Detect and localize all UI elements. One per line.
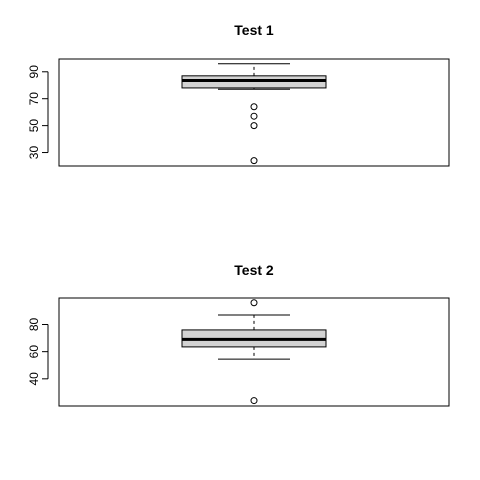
- outlier-point: [250, 157, 258, 165]
- y-tick-label: 60: [27, 345, 41, 359]
- plot-frame: [58, 58, 450, 167]
- box-marks: [181, 299, 327, 405]
- chart-title: Test 1: [234, 22, 274, 38]
- plot-frame: [58, 297, 450, 407]
- box-marks: [181, 63, 327, 165]
- outlier-point: [250, 397, 258, 405]
- chart-title: Test 2: [234, 262, 274, 278]
- outlier-point: [250, 299, 258, 307]
- outlier-point: [250, 122, 258, 130]
- y-axis: 40 60 80: [27, 317, 49, 386]
- y-tick-label: 80: [27, 317, 41, 331]
- y-axis: 30 50 70 90: [27, 65, 49, 160]
- y-tick-label: 40: [27, 372, 41, 386]
- y-tick-label: 30: [27, 146, 41, 160]
- outlier-point: [250, 103, 258, 111]
- y-tick-label: 90: [27, 65, 41, 79]
- outlier-point: [250, 112, 258, 120]
- y-tick-label: 70: [27, 92, 41, 106]
- boxplot-panel-test-1: Test 1 30 50 70 90: [27, 22, 450, 167]
- boxplot-panel-test-2: Test 2 40 60 80: [27, 262, 450, 407]
- y-tick-label: 50: [27, 119, 41, 133]
